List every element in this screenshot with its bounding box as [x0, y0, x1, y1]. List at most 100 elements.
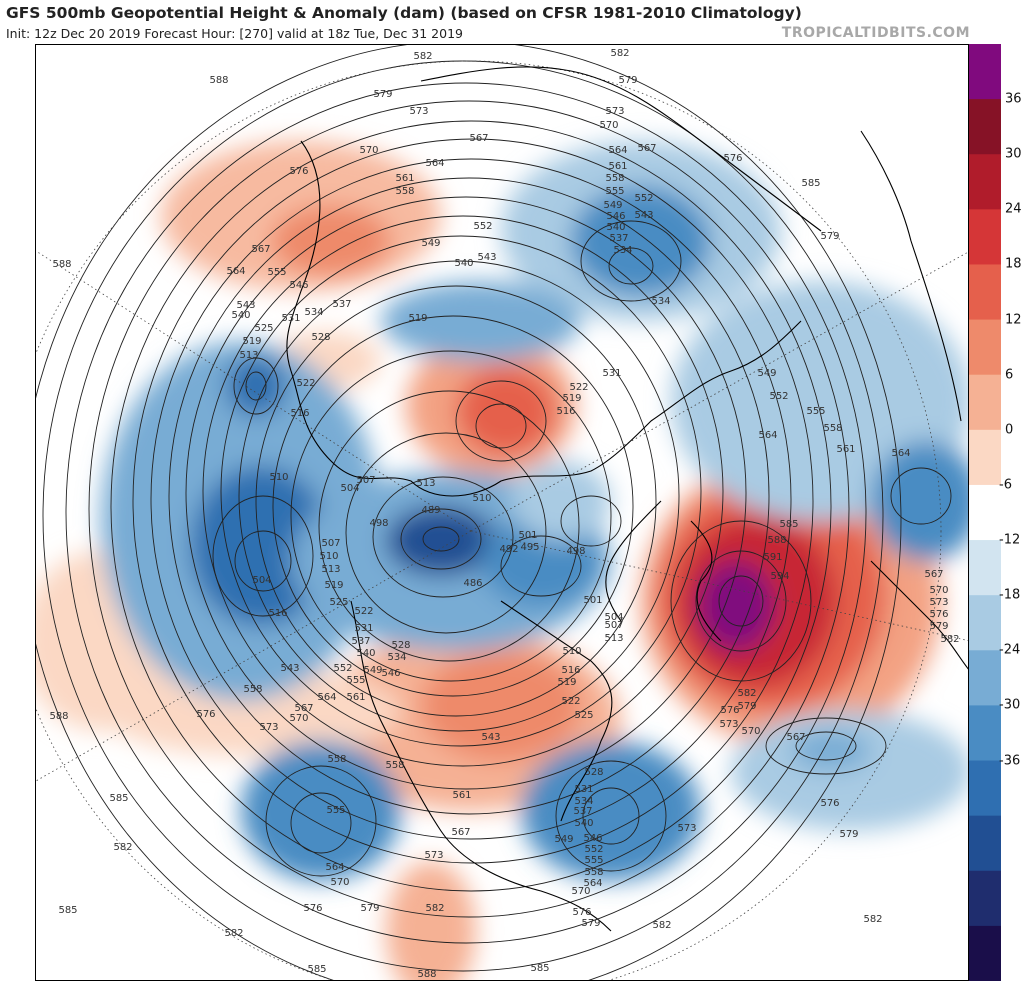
contour-label: 582 [224, 928, 243, 939]
contour-label: 531 [602, 368, 621, 379]
contour-label: 555 [584, 855, 603, 866]
contour-label: 522 [296, 378, 315, 389]
contour-label: 534 [574, 796, 593, 807]
contour-label: 573 [424, 850, 443, 861]
contour-label: 585 [779, 519, 798, 530]
colorbar-swatch [969, 264, 1001, 321]
colorbar-swatch [969, 595, 1001, 651]
contour-label: 567 [786, 732, 805, 743]
colorbar-swatch [969, 429, 1001, 486]
contour-label: 540 [231, 310, 250, 321]
contour-label: 540 [454, 258, 473, 269]
map-panel: 582 579 573 570 564 561 558 567 552 549 543 540 582 5… [35, 44, 969, 981]
contour-label: 558 [605, 173, 624, 184]
contour-label: 519 [557, 677, 576, 688]
contour-label: 534 [387, 652, 406, 663]
contour-label: 558 [823, 423, 842, 434]
colorbar-swatch [969, 870, 1001, 927]
contour-label: 561 [395, 173, 414, 184]
contour-label: 564 [226, 266, 245, 277]
contour-label: 582 [413, 51, 432, 62]
contour-label: 486 [463, 578, 482, 589]
colorbar-tick-label: -36 [999, 753, 1021, 769]
contour-label: 498 [566, 546, 585, 557]
contour-label: 582 [737, 688, 756, 699]
colorbar-tick-label: 18 [1005, 256, 1022, 272]
contour-label: 570 [330, 877, 349, 888]
contour-label: 549 [363, 665, 382, 676]
contour-label: 564 [891, 448, 910, 459]
chart-title: GFS 500mb Geopotential Height & Anomaly … [6, 4, 802, 22]
contour-label: 573 [409, 106, 428, 117]
colorbar-swatch [969, 760, 1001, 817]
contour-label: 585 [530, 963, 549, 974]
contour-label: 579 [929, 621, 948, 632]
colorbar-swatch [969, 154, 1001, 210]
contour-label: 537 [573, 806, 592, 817]
contour-label: 546 [583, 833, 602, 844]
contour-label: 573 [605, 106, 624, 117]
contour-label: 510 [269, 472, 288, 483]
height-contours [36, 45, 952, 980]
contour-label: 540 [574, 818, 593, 829]
contour-label: 582 [940, 634, 959, 645]
contour-label: 537 [609, 233, 628, 244]
contour-label: 579 [360, 903, 379, 914]
contour-label: 513 [321, 564, 340, 575]
contour-label: 582 [113, 842, 132, 853]
contour-label: 525 [254, 323, 273, 334]
contour-label: 579 [820, 231, 839, 242]
contour-label: 507 [356, 475, 375, 486]
contour-label: 534 [651, 296, 670, 307]
contour-label: 555 [806, 406, 825, 417]
contour-label: 582 [610, 48, 629, 59]
contour-label: 489 [421, 505, 440, 516]
contour-label: 510 [319, 551, 338, 562]
contour-label: 567 [637, 143, 656, 154]
contour-label: 522 [569, 382, 588, 393]
contour-label: 507 [321, 538, 340, 549]
contour-label: 579 [373, 89, 392, 100]
colorbar-swatch [969, 484, 1001, 541]
colorbar-tick-label: 24 [1005, 201, 1022, 217]
contour-label: 558 [243, 684, 262, 695]
contour-label: 513 [604, 633, 623, 644]
contour-label: 573 [929, 597, 948, 608]
contour-label: 564 [325, 862, 344, 873]
contour-label: 492 [499, 544, 518, 555]
contour-label: 564 [317, 692, 336, 703]
contour-label: 564 [583, 878, 602, 889]
contour-label: 543 [280, 663, 299, 674]
contour-label: 516 [556, 406, 575, 417]
contour-label: 534 [613, 245, 632, 256]
contour-label: 585 [801, 178, 820, 189]
contour-label: 546 [289, 280, 308, 291]
contour-label: 579 [618, 75, 637, 86]
contour-label: 507 [604, 620, 623, 631]
coastlines [286, 66, 968, 932]
contour-label: 558 [385, 760, 404, 771]
contour-label: 558 [584, 867, 603, 878]
contour-label: 546 [606, 211, 625, 222]
contour-label: 516 [561, 665, 580, 676]
contour-label: 555 [326, 805, 345, 816]
contour-label: 567 [451, 827, 470, 838]
colorbar-swatch [969, 44, 1001, 100]
colorbar-tick-label: -12 [999, 532, 1021, 548]
contour-label: 552 [769, 391, 788, 402]
contour-label: 582 [652, 920, 671, 931]
contour-label: 576 [196, 709, 215, 720]
contour-label: 531 [281, 313, 300, 324]
contour-label: 552 [333, 663, 352, 674]
contour-label: 564 [608, 145, 627, 156]
contour-label: 576 [720, 705, 739, 716]
contour-label: 570 [289, 713, 308, 724]
contour-label: 552 [584, 844, 603, 855]
anomaly-colorbar: 36 30 24 18 12 6 0 -6 -12 -18 -24 -30 -36 [969, 44, 1024, 982]
contour-label: 588 [52, 259, 71, 270]
contour-label: 519 [562, 393, 581, 404]
contour-label: 522 [561, 696, 580, 707]
contour-label: 504 [340, 483, 359, 494]
contour-label: 579 [737, 701, 756, 712]
colorbar-swatch [969, 815, 1001, 872]
